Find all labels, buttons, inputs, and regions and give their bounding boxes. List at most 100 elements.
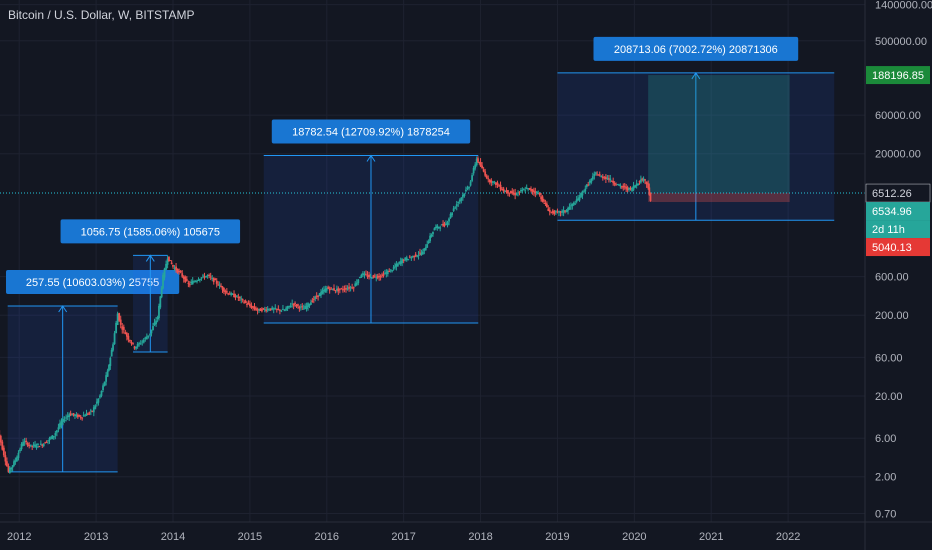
candle-body [94, 405, 97, 409]
candle-body [266, 308, 269, 311]
candle-body [29, 444, 32, 446]
candle-body [405, 257, 408, 261]
candle-body [294, 302, 296, 304]
candle-body [597, 174, 600, 176]
candle-body [610, 180, 613, 182]
candle-body [172, 264, 174, 267]
candle-body [550, 211, 553, 213]
candle-body [338, 288, 341, 290]
candle-body [527, 188, 530, 190]
candle-body [496, 182, 499, 185]
candle-body [63, 420, 66, 422]
candle-body [401, 259, 404, 264]
candle-body [488, 179, 491, 183]
candle-body [196, 280, 198, 282]
y-tick-label: 60000.00 [875, 110, 921, 122]
candle-body [333, 288, 335, 291]
candle-body [543, 200, 545, 202]
candle-body [304, 306, 307, 309]
candle-body [537, 192, 540, 195]
candle-body [645, 181, 648, 185]
candle-body [562, 210, 565, 213]
candle-body [240, 298, 243, 300]
candle-body [238, 296, 241, 299]
candle-body [160, 288, 163, 298]
candle-body [590, 178, 593, 183]
candle-body [553, 211, 556, 215]
candle-body [44, 442, 47, 444]
candle-body [363, 273, 366, 276]
candle-body [115, 322, 118, 334]
candle-body [153, 322, 156, 326]
candle-body [622, 185, 625, 188]
candle-body [52, 436, 55, 438]
candle-body [385, 272, 388, 274]
candle-body [449, 213, 452, 218]
candle-body [368, 274, 370, 278]
candle-body [79, 416, 82, 418]
candle-body [227, 293, 230, 295]
candle-body [437, 226, 440, 228]
candle-body [395, 264, 398, 267]
candle-body [558, 211, 560, 213]
candle-body [642, 178, 645, 181]
candle-body [423, 248, 426, 251]
candle-body [248, 303, 251, 306]
candle-body [484, 171, 487, 176]
candle-body [10, 467, 13, 470]
candle-body [499, 184, 502, 190]
candle-body [129, 339, 131, 342]
candle-body [466, 187, 469, 189]
candle-body [163, 268, 166, 278]
candle-body [623, 186, 626, 188]
candle-body [14, 460, 17, 463]
measure-arrow-head [145, 254, 155, 262]
candle-body [340, 288, 343, 290]
candle-body [97, 398, 100, 403]
candle-body [417, 254, 420, 256]
candle-body [187, 282, 190, 284]
candle-body [315, 296, 318, 298]
candle-body [116, 313, 119, 326]
candle-body [292, 303, 295, 306]
measure-label: 208713.06 (7002.72%) 20871306 [614, 44, 778, 56]
candle-body [149, 333, 151, 335]
candle-body [382, 274, 385, 276]
candle-body [176, 268, 179, 273]
candle-body [365, 274, 367, 276]
symbol-title: Bitcoin / U.S. Dollar, W, BITSTAMP [8, 8, 195, 22]
candle-body [369, 275, 372, 277]
candle-body [150, 329, 153, 334]
candle-body [384, 273, 386, 275]
candle-body [426, 244, 429, 248]
y-tick-label: 20.00 [875, 391, 903, 403]
candle-body [190, 282, 193, 284]
candle-body [498, 185, 500, 187]
candle-body [330, 287, 333, 289]
candle-body [491, 181, 494, 183]
candle-body [606, 177, 609, 179]
candle-body [310, 302, 312, 305]
candle-body [471, 175, 473, 181]
candle-body [48, 438, 51, 441]
candle-body [302, 308, 305, 310]
candle-body [475, 158, 478, 166]
candle-body [358, 277, 361, 279]
candle-body [320, 292, 322, 296]
candle-body [31, 445, 34, 447]
candle-body [72, 413, 75, 415]
candle-body [8, 467, 11, 473]
candle-body [482, 169, 485, 172]
candle-body [268, 309, 271, 311]
candle-body [168, 256, 170, 262]
candle-body [331, 288, 334, 291]
candle-body [424, 247, 427, 251]
x-tick-label: 2020 [622, 531, 646, 543]
candle-body [559, 211, 562, 213]
candle-body [11, 465, 14, 468]
candle-body [47, 440, 49, 442]
candle-body [612, 181, 615, 183]
candle-body [0, 435, 2, 443]
candle-body [32, 444, 35, 446]
